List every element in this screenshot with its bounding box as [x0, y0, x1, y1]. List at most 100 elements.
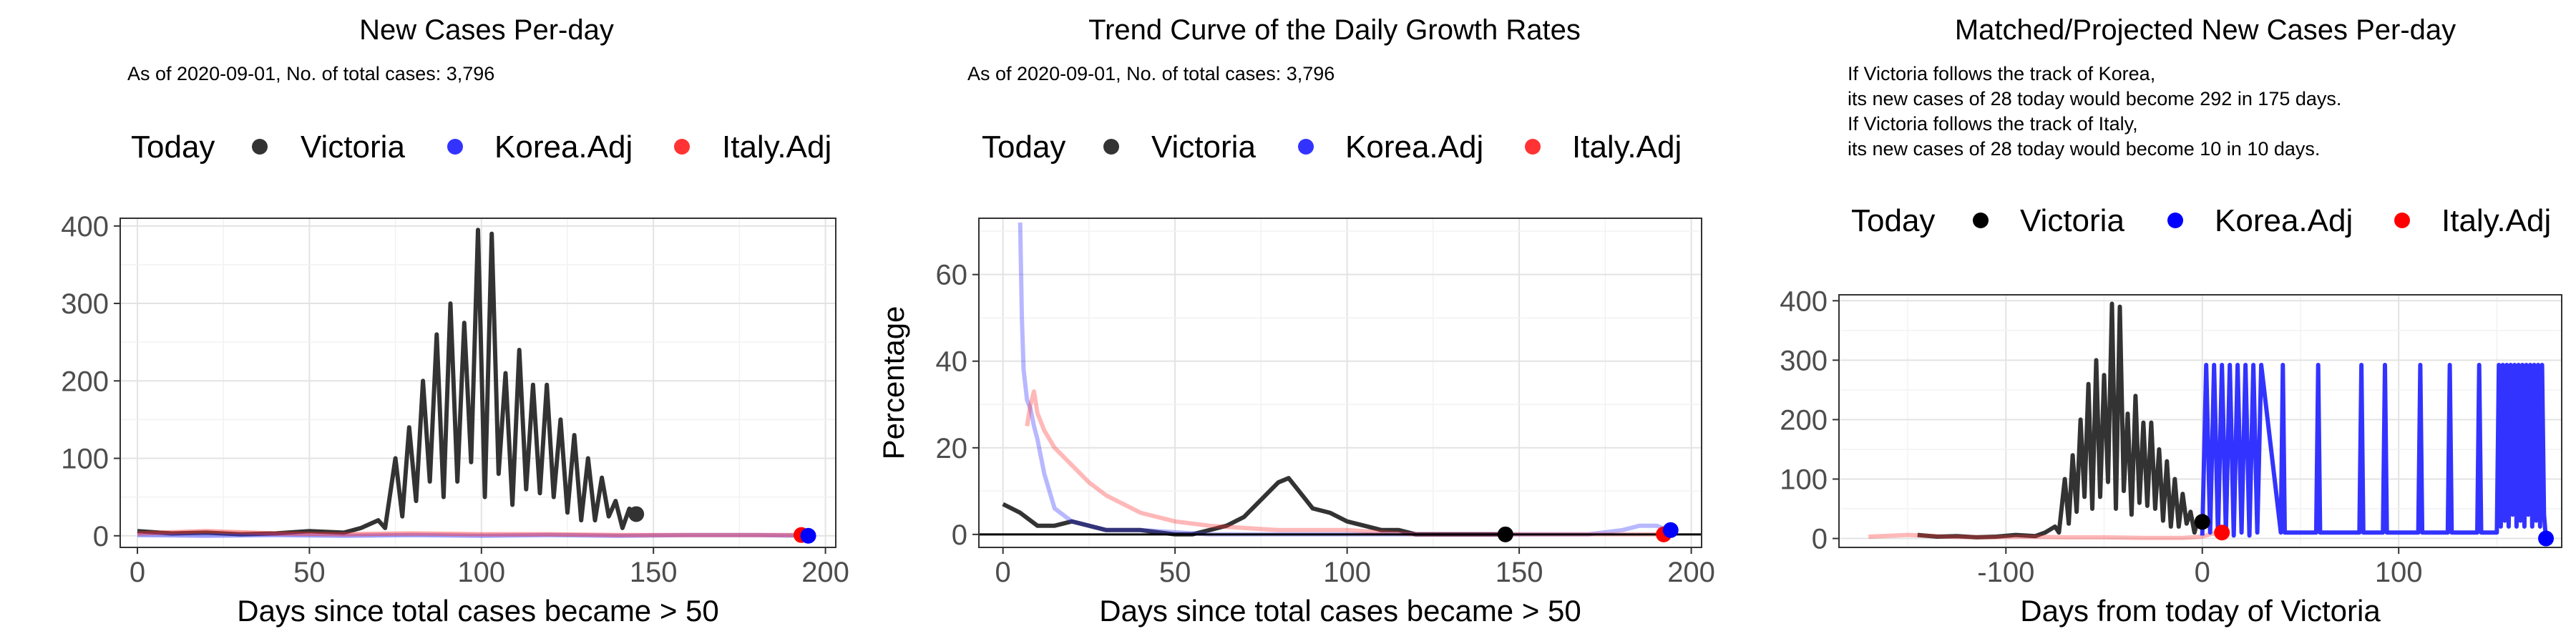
today-point-korea-adj — [800, 527, 816, 544]
panel2-legend-label-victoria: Victoria — [1151, 130, 1256, 165]
panel1-legend-label-italy: Italy.Adj — [722, 130, 831, 165]
panel3-annotation-line: If Victoria follows the track of Korea, — [1848, 63, 2155, 84]
x-tick-label: 100 — [2375, 557, 2423, 588]
panel3-legend-key-korea — [2167, 213, 2183, 228]
panel2-plot-border — [978, 218, 1702, 548]
y-tick-label: 200 — [1780, 404, 1828, 436]
panel1-legend-label-korea: Korea.Adj — [494, 130, 633, 165]
series-line-korea-adj — [2200, 363, 2548, 539]
panel2-legend-label-italy: Italy.Adj — [1572, 130, 1682, 165]
panel2-subtitle: As of 2020-09-01, No. of total cases: 3,… — [967, 63, 1335, 84]
x-tick-label: 0 — [130, 557, 145, 588]
panel3-title: Matched/Projected New Cases Per-day — [1955, 14, 2456, 46]
x-tick-label: 200 — [1667, 557, 1715, 588]
y-tick-label: 200 — [61, 366, 109, 397]
y-tick-label: 20 — [936, 433, 968, 464]
panel1-subtitle: As of 2020-09-01, No. of total cases: 3,… — [127, 63, 494, 84]
y-tick-label: 300 — [1780, 345, 1828, 376]
panel3-x-axis-label: Days from today of Victoria — [2020, 594, 2381, 628]
series-line-korea-adj — [137, 532, 809, 538]
today-point-victoria — [1497, 526, 1513, 542]
panel3-legend-key-italy — [2394, 213, 2410, 228]
y-tick-label: 400 — [61, 211, 109, 243]
panel2-legend-key-italy — [1525, 139, 1541, 155]
panel3-legend-label-italy: Italy.Adj — [2441, 203, 2551, 238]
panel3-today-points — [2194, 514, 2555, 547]
y-tick-label: 100 — [1780, 464, 1828, 495]
panel2-legend-label-korea: Korea.Adj — [1345, 130, 1483, 165]
series-line-korea-adj — [1018, 223, 1669, 537]
today-point-korea-adj — [1662, 522, 1679, 538]
x-tick-label: 50 — [293, 557, 326, 588]
panel-growth-rates: Trend Curve of the Daily Growth Rates As… — [877, 14, 1715, 628]
panel3-annotations: If Victoria follows the track of Korea, … — [1848, 63, 2341, 160]
panel3-annotation-line: If Victoria follows the track of Italy, — [1848, 113, 2138, 135]
panel2-legend-title: Today — [982, 130, 1065, 165]
panel2-legend: Today Victoria Korea.Adj Italy.Adj — [982, 130, 1682, 165]
y-tick-label: 0 — [1812, 524, 1828, 555]
today-point-korea-adj — [2538, 530, 2555, 547]
series-line-victoria — [1917, 301, 2204, 540]
x-tick-label: 0 — [995, 557, 1011, 588]
panel3-series — [1868, 301, 2548, 540]
panel1-y-ticks: 0 100 200 300 400 — [61, 211, 120, 552]
x-tick-label: 150 — [630, 557, 678, 588]
panel1-series — [137, 228, 809, 538]
y-tick-label: 40 — [936, 346, 968, 378]
panel-projected: Matched/Projected New Cases Per-day If V… — [1780, 14, 2562, 628]
panel3-plot-area — [1839, 295, 2562, 547]
panel3-plot-border — [1838, 294, 2562, 548]
x-tick-label: 200 — [801, 557, 849, 588]
today-point-victoria — [2194, 514, 2210, 530]
x-tick-label: 50 — [1159, 557, 1191, 588]
y-tick-label: 0 — [952, 519, 967, 551]
y-tick-label: 400 — [1780, 286, 1828, 317]
panel2-y-axis-label: Percentage — [877, 306, 910, 460]
panel3-x-ticks: -100 0 100 — [1977, 547, 2423, 588]
panel2-x-axis-label: Days since total cases became > 50 — [1099, 594, 1581, 628]
x-tick-label: 150 — [1496, 557, 1543, 588]
panel2-legend-key-victoria — [1103, 139, 1119, 155]
panel3-legend-title: Today — [1851, 203, 1935, 238]
panel1-legend: Today Victoria Korea.Adj Italy.Adj — [131, 130, 831, 165]
y-tick-label: 300 — [61, 288, 109, 320]
panel1-legend-key-korea — [447, 139, 463, 155]
panel1-today-points — [628, 506, 816, 544]
panel1-legend-key-italy — [674, 139, 690, 155]
panel1-x-axis-label: Days since total cases became > 50 — [237, 594, 719, 628]
y-tick-label: 0 — [93, 521, 109, 552]
panel2-today-points — [1497, 522, 1679, 542]
panel3-annotation-line: its new cases of 28 today would become 2… — [1848, 88, 2341, 109]
x-tick-label: 0 — [2195, 557, 2210, 588]
panel1-legend-title: Today — [131, 130, 215, 165]
panel1-gridlines — [120, 218, 836, 547]
panel3-y-ticks: 0 100 200 300 400 — [1780, 286, 1839, 555]
panel2-title: Trend Curve of the Daily Growth Rates — [1088, 14, 1581, 46]
panel3-legend-label-victoria: Victoria — [2020, 203, 2124, 238]
panel1-legend-key-victoria — [252, 139, 268, 155]
panel3-legend-label-korea: Korea.Adj — [2215, 203, 2353, 238]
panel3-legend: Today Victoria Korea.Adj Italy.Adj — [1851, 203, 2551, 238]
panel2-x-ticks: 0 50 100 150 200 — [995, 547, 1715, 588]
panel1-title: New Cases Per-day — [359, 14, 614, 46]
x-tick-label: -100 — [1977, 557, 2034, 588]
panel3-legend-key-victoria — [1973, 213, 1989, 228]
panel1-plot-border — [119, 218, 836, 548]
y-tick-label: 100 — [61, 444, 109, 475]
panel3-annotation-line: its new cases of 28 today would become 1… — [1848, 138, 2320, 160]
series-line-victoria — [1002, 476, 1506, 537]
panel2-legend-key-korea — [1298, 139, 1314, 155]
panel-new-cases: New Cases Per-day As of 2020-09-01, No. … — [61, 14, 849, 628]
today-point-victoria — [628, 506, 645, 522]
series-line-victoria — [137, 228, 638, 537]
series-line-italy-adj — [1868, 530, 2223, 540]
panel2-plot-area — [979, 218, 1702, 547]
panel2-y-ticks: 0 20 40 60 — [936, 260, 979, 551]
panel1-legend-label-victoria: Victoria — [301, 130, 405, 165]
panel1-x-ticks: 0 50 100 150 200 — [130, 547, 849, 588]
x-tick-label: 100 — [1323, 557, 1371, 588]
y-tick-label: 60 — [936, 260, 968, 291]
series-line-italy-adj — [137, 529, 801, 537]
x-tick-label: 100 — [457, 557, 505, 588]
